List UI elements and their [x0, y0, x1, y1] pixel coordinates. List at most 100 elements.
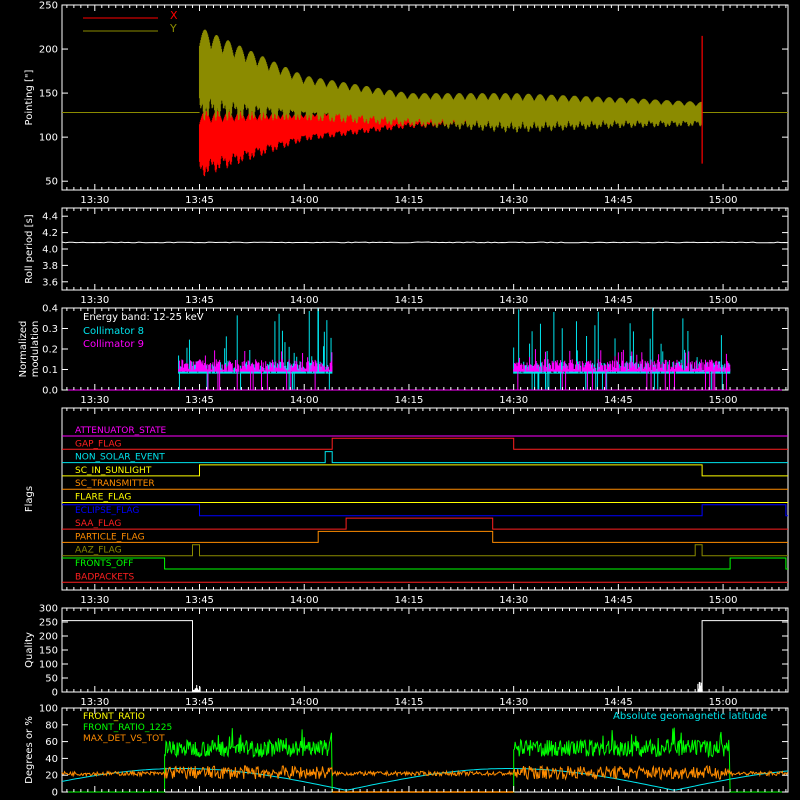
y-tick-label: 150: [39, 646, 58, 657]
y-tick-label: 50: [45, 674, 58, 685]
flag-label-particle-flag: PARTICLE_FLAG: [75, 532, 145, 542]
flag-label-sc-transmitter: SC_TRANSMITTER: [75, 479, 155, 489]
x-tick-label: 13:30: [80, 195, 109, 206]
flag-line-fronts-off: [62, 557, 788, 570]
x-tick-label: 15:00: [709, 295, 738, 306]
x-tick-label: 14:00: [290, 295, 319, 306]
flag-label-gap-flag: GAP_FLAG: [75, 439, 121, 449]
y-tick-label: 40: [45, 754, 58, 765]
y-tick-label: 250: [39, 618, 58, 629]
y-tick-label: 300: [39, 604, 58, 615]
x-tick-label: 13:45: [185, 697, 214, 708]
y-tick-label: 50: [45, 177, 58, 188]
flag-label-attenuator-state: ATTENUATOR_STATE: [75, 426, 167, 436]
x-tick-label: 15:00: [709, 395, 738, 406]
x-tick-label: 14:45: [604, 595, 633, 606]
y-tick-label: 100: [39, 660, 58, 671]
y-tick-label: 60: [45, 737, 58, 748]
x-tick-label: 13:30: [80, 697, 109, 708]
series-max-det-vs-tot: [61, 764, 788, 781]
y-tick-label: 4.2: [42, 228, 58, 239]
flag-label-aaz-flag: AAZ_FLAG: [75, 546, 122, 556]
y-tick-label: 200: [39, 632, 58, 643]
x-tick-label: 14:30: [499, 595, 528, 606]
x-tick-label: 14:15: [395, 195, 424, 206]
y-axis-label: Flags: [24, 486, 35, 512]
x-tick-label: 13:30: [80, 595, 109, 606]
x-tick-label: 13:30: [80, 295, 109, 306]
x-tick-label: 14:30: [499, 395, 528, 406]
flag-line-non-solar-event: [62, 451, 788, 464]
y-tick-label: 0.4: [42, 304, 58, 315]
y-axis-label: Normalized: [18, 321, 29, 378]
panel-frame-1: [61, 207, 789, 291]
flag-line-particle-flag: [62, 530, 788, 543]
y-tick-label: 4.0: [42, 245, 58, 256]
y-tick-label: 150: [39, 89, 58, 100]
flag-line-saa-flag: [62, 517, 788, 530]
flag-line-aaz-flag: [62, 544, 788, 557]
x-tick-label: 14:15: [395, 295, 424, 306]
legend-label-X: X: [170, 9, 178, 22]
y-tick-label: 4.4: [42, 212, 58, 223]
x-tick-label: 14:30: [499, 697, 528, 708]
x-tick-label: 13:45: [185, 595, 214, 606]
x-tick-label: 14:30: [499, 195, 528, 206]
y-tick-label: 250: [39, 1, 58, 12]
y-tick-label: 3.6: [42, 277, 58, 288]
x-tick-label: 14:45: [604, 395, 633, 406]
x-tick-label: 14:30: [499, 295, 528, 306]
y-axis-label-roll: Roll period [s]: [24, 214, 35, 283]
y-axis-label-flags: Flags: [24, 486, 35, 512]
series-Y-band: [198, 29, 703, 133]
flag-label-fronts-off: FRONTS_OFF: [75, 559, 133, 569]
flag-label-badpackets: BADPACKETS: [75, 572, 134, 582]
flag-label-flare-flag: FLARE_FLAG: [75, 493, 131, 503]
x-tick-label: 14:15: [395, 395, 424, 406]
annotation-geomagnetic: Absolute geomagnetic latitude: [613, 711, 767, 722]
x-tick-label: 13:45: [185, 195, 214, 206]
legend-label-max-det-vs-tot: MAX_DET_VS_TOT: [83, 734, 165, 744]
y-tick-label: 0: [52, 788, 58, 799]
legend-label-collimator-8: Collimator 8: [83, 326, 144, 337]
legend-label-front-ratio-1225: FRONT_RATIO_1225: [83, 723, 172, 733]
y-axis-label-quality: Quality: [24, 632, 35, 668]
x-tick-label: 14:45: [604, 295, 633, 306]
y-axis-label: Pointing ["]: [24, 69, 35, 125]
y-tick-label: 20: [45, 771, 58, 782]
x-tick-label: 14:45: [604, 697, 633, 708]
x-tick-label: 14:15: [395, 595, 424, 606]
legend-label-front-ratio: FRONT_RATIO: [83, 712, 145, 722]
y-axis-label-modulation: Normalized modulation: [18, 321, 41, 378]
series-roll-period: [61, 241, 789, 244]
x-tick-label: 13:45: [185, 395, 214, 406]
y-tick-label: 0.0: [42, 386, 58, 397]
flag-label-eclipse-flag: ECLIPSE_FLAG: [75, 506, 139, 516]
legend-label-collimator-9: Collimator 9: [83, 339, 144, 350]
x-tick-label: 14:15: [395, 697, 424, 708]
panel-frame-0: [61, 4, 789, 191]
panel-frame-3: [61, 407, 789, 591]
x-tick-label: 14:00: [290, 697, 319, 708]
y-tick-label: 0.3: [42, 324, 58, 335]
y-tick-label: 0.1: [42, 365, 58, 376]
flag-line-gap-flag: [62, 437, 788, 450]
y-axis-label-pointing: Pointing ["]: [24, 69, 35, 125]
x-tick-label: 14:45: [604, 195, 633, 206]
x-tick-label: 14:00: [290, 595, 319, 606]
y-axis-label-degrees: Degrees or %: [24, 716, 35, 784]
y-tick-label: 100: [39, 704, 58, 715]
flag-line-sc-in-sunlight: [62, 464, 788, 477]
series-quality: [62, 620, 788, 693]
x-tick-label: 13:45: [185, 295, 214, 306]
x-tick-label: 13:30: [80, 395, 109, 406]
y-tick-label: 3.8: [42, 261, 58, 272]
y-tick-label: 100: [39, 133, 58, 144]
flag-label-non-solar-event: NON_SOLAR_EVENT: [75, 453, 165, 463]
series-front-ratio-1225: [62, 727, 788, 793]
y-tick-label: 200: [39, 45, 58, 56]
x-tick-label: 14:00: [290, 395, 319, 406]
series-collimator-9: [178, 349, 731, 390]
flag-label-saa-flag: SAA_FLAG: [75, 519, 121, 529]
